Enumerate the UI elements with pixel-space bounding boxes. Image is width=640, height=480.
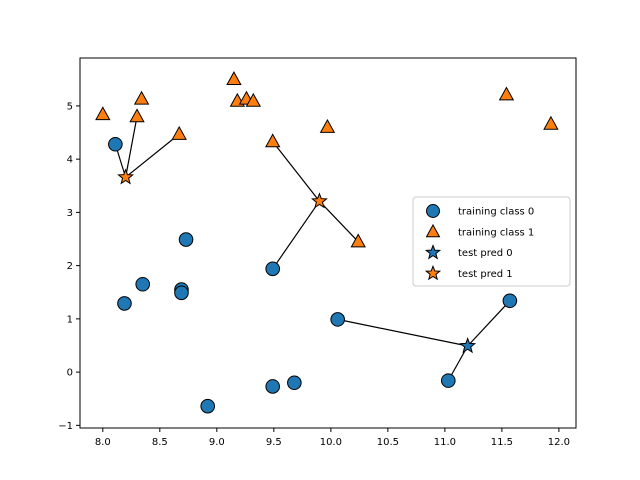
- data-point-circle: [108, 136, 123, 152]
- data-point-triangle: [543, 115, 559, 130]
- y-tick-label: 1: [67, 314, 73, 325]
- data-point-triangle: [226, 71, 242, 85]
- legend-entry: training class 0: [426, 204, 534, 218]
- neighbor-link: [125, 133, 180, 178]
- x-tick-label: 8.5: [152, 437, 168, 448]
- data-point-circle: [265, 261, 280, 277]
- legend-label: test pred 0: [458, 248, 513, 259]
- legend: training class 0 training class 1 test pre…: [412, 196, 571, 287]
- x-tick-label: 10.0: [320, 437, 342, 448]
- legend-marker-star: [424, 244, 442, 260]
- data-point-circle: [200, 398, 216, 414]
- x-tick-label: 11.0: [434, 437, 456, 448]
- plot-frame: [79, 57, 577, 429]
- x-tick-label: 9.5: [266, 437, 282, 448]
- legend-marker-triangle: [425, 223, 441, 238]
- legend-entry: training class 1: [425, 223, 534, 238]
- x-tick-label: 10.5: [377, 437, 399, 448]
- data-points: [95, 71, 559, 414]
- legend-label: test pred 1: [458, 269, 513, 280]
- legend-marker-circle: [426, 204, 440, 218]
- data-point-star: [310, 192, 328, 209]
- data-point-circle: [174, 285, 189, 301]
- neighbor-link: [319, 200, 359, 243]
- data-point-circle: [287, 375, 302, 391]
- y-tick-label: 4: [67, 155, 73, 166]
- data-point-circle: [265, 379, 280, 394]
- data-point-triangle: [319, 118, 336, 133]
- x-tick-label: 9.0: [209, 437, 225, 448]
- data-point-circle: [440, 373, 456, 388]
- data-point-circle: [502, 293, 518, 309]
- legend-box: [412, 196, 571, 287]
- neighbor-link: [337, 318, 468, 347]
- data-point-triangle: [95, 106, 111, 121]
- legend-marker-star: [424, 264, 442, 281]
- neighbor-link: [272, 141, 320, 202]
- y-tick-label: 5: [67, 101, 73, 112]
- data-point-triangle: [133, 90, 150, 105]
- x-tick-label: 8.0: [95, 437, 111, 448]
- data-point-triangle: [129, 108, 145, 123]
- data-point-triangle: [498, 86, 515, 101]
- data-point-circle: [330, 312, 345, 327]
- legend-label: training class 1: [458, 227, 534, 238]
- data-point-circle: [178, 232, 194, 247]
- neighbor-link: [125, 116, 138, 178]
- data-point-star: [117, 168, 135, 185]
- data-point-triangle: [171, 125, 187, 140]
- legend-entry: test pred 1: [424, 264, 513, 281]
- axes: 8.0 8.5 9.0 9.5 10.0 10.5 11.0 11.5 12.0 −1 0 1 2 3 4 5: [58, 57, 577, 448]
- x-tick-label: 11.5: [491, 437, 513, 448]
- y-tick-label: 0: [67, 368, 73, 379]
- data-point-circle: [117, 296, 132, 311]
- neighbor-link: [272, 200, 320, 270]
- neighbor-link: [467, 300, 511, 347]
- data-point-triangle: [350, 233, 366, 248]
- data-point-triangle: [265, 133, 281, 148]
- y-tick-label: 2: [67, 261, 73, 272]
- data-point-triangle: [245, 92, 262, 107]
- legend-entry: test pred 0: [424, 244, 513, 260]
- legend-label: training class 0: [458, 207, 534, 218]
- x-tick-label: 12.0: [548, 437, 570, 448]
- y-tick-label: 3: [67, 208, 73, 219]
- y-tick-label: −1: [58, 421, 73, 432]
- data-point-star: [459, 337, 477, 354]
- data-point-circle: [135, 276, 151, 292]
